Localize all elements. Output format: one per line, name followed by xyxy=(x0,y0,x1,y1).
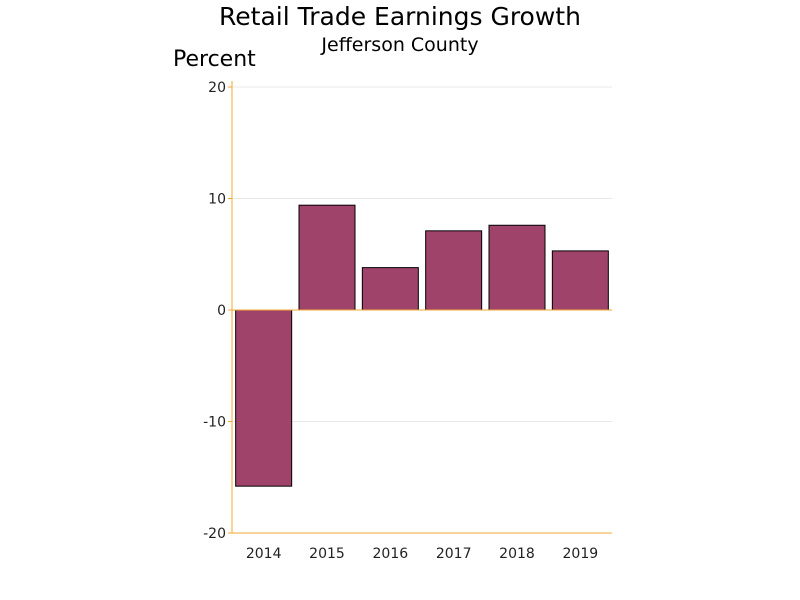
y-tick-label: 10 xyxy=(208,192,226,208)
bar-2019 xyxy=(551,250,609,311)
axes xyxy=(228,81,612,534)
y-tick-label: 20 xyxy=(208,80,226,96)
x-tick-label: 2016 xyxy=(373,546,409,562)
y-tick-label: 0 xyxy=(217,303,226,319)
bars xyxy=(235,204,609,487)
bar-2016 xyxy=(361,267,419,311)
bar-2017 xyxy=(425,230,483,311)
x-tick-label: 2017 xyxy=(436,546,472,562)
grid-lines xyxy=(232,86,612,422)
chart-subtitle: Jefferson County xyxy=(321,34,479,56)
x-tick-label: 2015 xyxy=(309,546,345,562)
y-tick-label: -10 xyxy=(203,415,226,431)
bar-2014 xyxy=(235,309,293,487)
y-tick-label: -20 xyxy=(203,526,226,542)
x-tick-label: 2014 xyxy=(246,546,282,562)
bar-2018 xyxy=(488,224,546,311)
x-tick-label: 2018 xyxy=(499,546,535,562)
y-tick-labels: 20 10 0 -10 -20 xyxy=(203,80,226,542)
bar-2015 xyxy=(298,204,356,311)
x-tick-labels: 2014 2015 2016 2017 2018 2019 xyxy=(246,546,598,562)
chart-title: Retail Trade Earnings Growth xyxy=(219,2,581,31)
x-tick-label: 2019 xyxy=(563,546,599,562)
y-axis-title: Percent xyxy=(173,47,256,72)
